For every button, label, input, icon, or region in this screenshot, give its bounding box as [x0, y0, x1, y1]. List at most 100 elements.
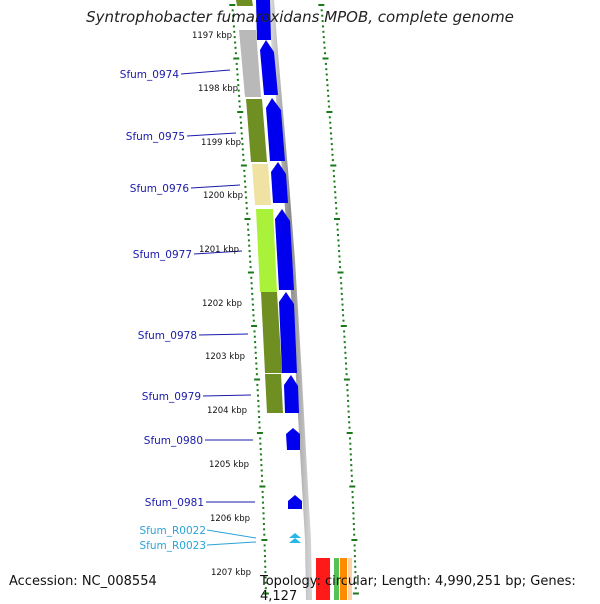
ruler-tick-minor: [321, 20, 324, 22]
ruler-tick-minor: [352, 512, 355, 515]
ruler-tick-major: [256, 432, 263, 434]
rna-arrow-r0023: [289, 538, 301, 543]
red-bar: [316, 558, 330, 600]
ruler-tick-minor: [256, 383, 259, 386]
ruler-tick-minor: [323, 41, 326, 44]
ruler-tick-minor: [259, 448, 262, 451]
ruler-tick-minor: [351, 496, 354, 499]
ruler-tick-minor: [346, 394, 349, 397]
ruler-tick-minor: [353, 544, 356, 547]
ruler-tick-minor: [260, 458, 263, 461]
ruler-tick-minor: [248, 255, 251, 258]
ruler-tick-minor: [350, 464, 353, 467]
ruler-tick-minor: [242, 159, 245, 162]
ruler-tick-minor: [335, 207, 338, 210]
ruler-tick-minor: [338, 260, 341, 263]
ruler-tick-minor: [252, 309, 255, 311]
ruler-tick-minor: [338, 250, 341, 253]
ruler-tick-minor: [240, 127, 243, 129]
ruler-tick-minor: [252, 314, 255, 317]
ruler-tick-minor: [351, 480, 353, 483]
rna-label[interactable]: Sfum_R0023: [139, 540, 206, 552]
ruler-tick-major: [244, 218, 251, 220]
ruler-tick-minor: [262, 501, 264, 504]
block-0978: [261, 292, 282, 373]
gene-label[interactable]: Sfum_0974: [120, 69, 180, 81]
ruler-tick-minor: [239, 116, 242, 119]
rna-label[interactable]: Sfum_R0022: [139, 525, 206, 537]
ruler-tick-minor: [337, 244, 340, 247]
ruler-tick-minor: [258, 426, 261, 429]
ruler-tick-minor: [263, 544, 266, 547]
ruler-tick-minor: [262, 517, 265, 520]
ruler-tick-minor: [245, 196, 248, 199]
ruler-tick-major: [259, 485, 266, 488]
feature-color-blocks: [236, 0, 283, 413]
green-bar: [334, 558, 339, 600]
ruler-tick-minor: [234, 52, 237, 55]
ruler-tick-major: [318, 4, 325, 6]
gene-label[interactable]: Sfum_0975: [126, 131, 185, 143]
ruler-tick-minor: [353, 549, 356, 552]
ruler-tick-minor: [345, 362, 347, 365]
ruler-tick-minor: [348, 421, 351, 424]
ruler-tick-minor: [264, 576, 267, 579]
ruler-tick-minor: [262, 506, 265, 509]
ruler-tick-minor: [259, 442, 262, 445]
ruler-tick-major: [247, 271, 254, 274]
ruler-tick-minor: [354, 560, 357, 563]
ruler-tick-minor: [323, 46, 326, 49]
gene-label[interactable]: Sfum_0979: [142, 391, 201, 403]
ruler-tick-minor: [236, 68, 239, 71]
ruler-tick-minor: [335, 212, 338, 215]
leader-lines: [180, 69, 257, 546]
ruler-tick-minor: [322, 36, 325, 39]
gene-label[interactable]: Sfum_0980: [144, 435, 203, 447]
gene-arrow-0977: [275, 209, 294, 290]
ruler-tick-minor: [233, 30, 236, 33]
ruler-tick-major: [334, 218, 340, 220]
ruler-tick-minor: [330, 143, 333, 146]
block-0976: [252, 164, 271, 205]
gene-label[interactable]: Sfum_0977: [133, 249, 192, 261]
ruler-tick-minor: [261, 490, 264, 493]
ruler-tick-major: [240, 164, 247, 167]
rna-arrow-r0022: [289, 533, 301, 538]
ruler-tick-minor: [236, 73, 239, 76]
ruler-tick-minor: [244, 180, 246, 183]
block-0979: [265, 374, 283, 413]
ruler-tick-minor: [250, 287, 253, 290]
ruler-tick-minor: [345, 373, 348, 376]
gene-label[interactable]: Sfum_0976: [130, 183, 190, 195]
gene-label[interactable]: Sfum_0981: [145, 497, 204, 509]
ruler-tick-minor: [320, 9, 323, 12]
ruler-tick-minor: [348, 426, 351, 429]
block-0975: [246, 99, 267, 162]
page-title: Syntrophobacter fumaroxidans MPOB, compl…: [86, 8, 514, 26]
ruler-tick-minor: [330, 137, 333, 140]
ruler-tick-minor: [232, 14, 235, 17]
ruler-tick-major: [262, 592, 269, 595]
ruler-tick-minor: [255, 367, 258, 370]
ruler-tick-minor: [333, 175, 335, 178]
ruler-tick-minor: [253, 335, 256, 338]
ruler-tick-minor: [259, 437, 262, 440]
ruler-tick-minor: [243, 175, 246, 178]
ruler-tick-minor: [340, 282, 343, 285]
ruler-tick-minor: [338, 255, 341, 258]
ruler-tick-minor: [322, 25, 324, 28]
gene-arrow-0976: [271, 162, 288, 203]
ruler-tick-minor: [263, 528, 266, 531]
ruler-tick-minor: [241, 137, 244, 140]
ruler-tick-major: [352, 592, 359, 595]
ruler-tick-minor: [352, 517, 355, 520]
ruler-tick-minor: [257, 410, 260, 413]
ruler-tick-major: [330, 164, 337, 167]
ruler-tick-minor: [246, 212, 249, 215]
ruler-tick-minor: [347, 416, 350, 418]
ruler-tick-minor: [349, 437, 351, 440]
ruler-tick-minor: [340, 287, 343, 290]
gene-label[interactable]: Sfum_0978: [138, 330, 197, 342]
ruler-tick-minor: [260, 474, 263, 477]
ruler-tick-minor: [251, 303, 254, 306]
